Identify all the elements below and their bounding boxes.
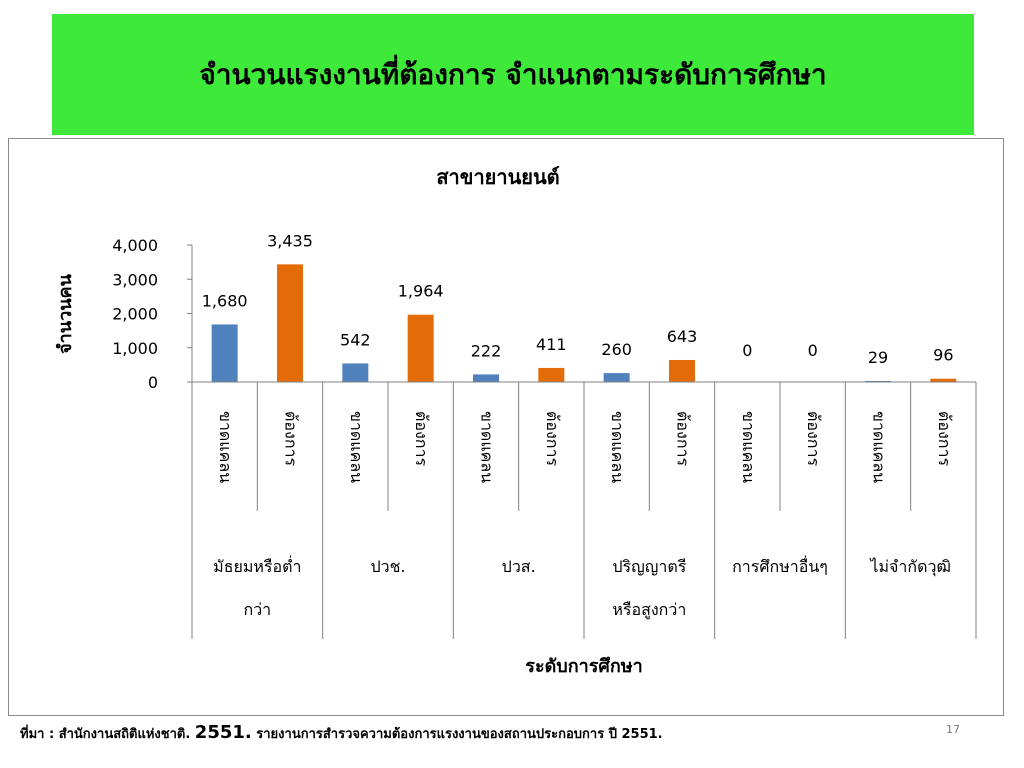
- x-subcategory-label: ต้องการ: [804, 411, 823, 466]
- x-subcategory-label: ขาดแคลน: [608, 411, 627, 483]
- y-tick-label: 2,000: [112, 305, 158, 324]
- data-label: 1,964: [398, 282, 444, 301]
- page-number: 17: [946, 723, 960, 736]
- x-category-label: ปวช.: [370, 557, 405, 576]
- data-label: 3,435: [267, 231, 313, 250]
- source-year: 2551.: [194, 722, 252, 743]
- data-label: 0: [808, 341, 818, 360]
- data-label: 1,680: [202, 291, 248, 310]
- bar-chart: สาขายานยนต์จำนวนคน 0 1,000 2,000 3,000 4,000 1…: [55, 165, 977, 677]
- title-banner: จำนวนแรงงานที่ต้องการ จำแนกตามระดับการศึ…: [52, 14, 974, 135]
- data-label: 222: [471, 341, 502, 360]
- bar: [407, 314, 434, 382]
- bar: [603, 373, 630, 382]
- chart-title: สาขายานยนต์: [436, 165, 559, 189]
- bar: [473, 374, 499, 382]
- x-category-label: ปวส.: [502, 557, 536, 576]
- x-subcategory-label: ขาดแคลน: [870, 411, 889, 483]
- x-axis-label: ระดับการศึกษา: [525, 656, 642, 677]
- data-label: 260: [601, 340, 632, 359]
- x-subcategory-label: ขาดแคลน: [739, 411, 758, 483]
- data-label: 29: [868, 348, 888, 367]
- x-subcategory-label: ต้องการ: [543, 411, 562, 466]
- y-axis-label: จำนวนคน: [55, 273, 76, 353]
- source-text: รายงานการสำรวจความต้องการแรงงานของสถานปร…: [256, 727, 663, 742]
- x-category-label: การศึกษาอื่นๆ: [732, 555, 828, 576]
- bar: [277, 264, 303, 382]
- bar: [538, 367, 565, 382]
- data-label: 643: [667, 327, 698, 346]
- x-category-label: ไม่จำกัดวุฒิ: [868, 557, 950, 577]
- data-label: 0: [742, 341, 752, 360]
- x-category-label: มัธยมหรือต่ำ: [213, 555, 301, 576]
- x-subcategory-label: ต้องการ: [412, 411, 431, 466]
- x-subcategory-label: ต้องการ: [674, 411, 693, 466]
- x-category-label: กว่า: [244, 600, 272, 619]
- x-subcategory-label: ต้องการ: [935, 411, 954, 466]
- data-label: 411: [536, 335, 567, 354]
- y-tick-label: 4,000: [112, 236, 158, 255]
- slide-title: จำนวนแรงงานที่ต้องการ จำแนกตามระดับการศึ…: [199, 57, 827, 91]
- data-label: 96: [933, 346, 953, 365]
- source-prefix: ที่มา : สำนักงานสถิติแห่งชาติ.: [20, 727, 191, 742]
- chart-frame: สาขายานยนต์จำนวนคน 0 1,000 2,000 3,000 4,000 1…: [8, 138, 1004, 716]
- data-label: 542: [340, 330, 371, 349]
- bar: [669, 359, 695, 382]
- bar: [211, 324, 238, 382]
- bar: [342, 363, 369, 382]
- x-category-label: หรือสูงกว่า: [612, 600, 686, 620]
- x-subcategory-label: ขาดแคลน: [478, 411, 497, 483]
- x-subcategory-label: ขาดแคลน: [347, 411, 366, 483]
- bar: [930, 378, 957, 382]
- x-subcategory-label: ต้องการ: [282, 411, 301, 466]
- y-tick-label: 0: [148, 373, 158, 392]
- x-subcategory-label: ขาดแคลน: [216, 411, 235, 483]
- y-tick-label: 3,000: [112, 270, 158, 289]
- source-citation: ที่มา : สำนักงานสถิติแห่งชาติ. 2551. ราย…: [20, 722, 663, 744]
- y-tick-label: 1,000: [112, 339, 158, 358]
- x-category-label: ปริญญาตรี: [612, 557, 686, 576]
